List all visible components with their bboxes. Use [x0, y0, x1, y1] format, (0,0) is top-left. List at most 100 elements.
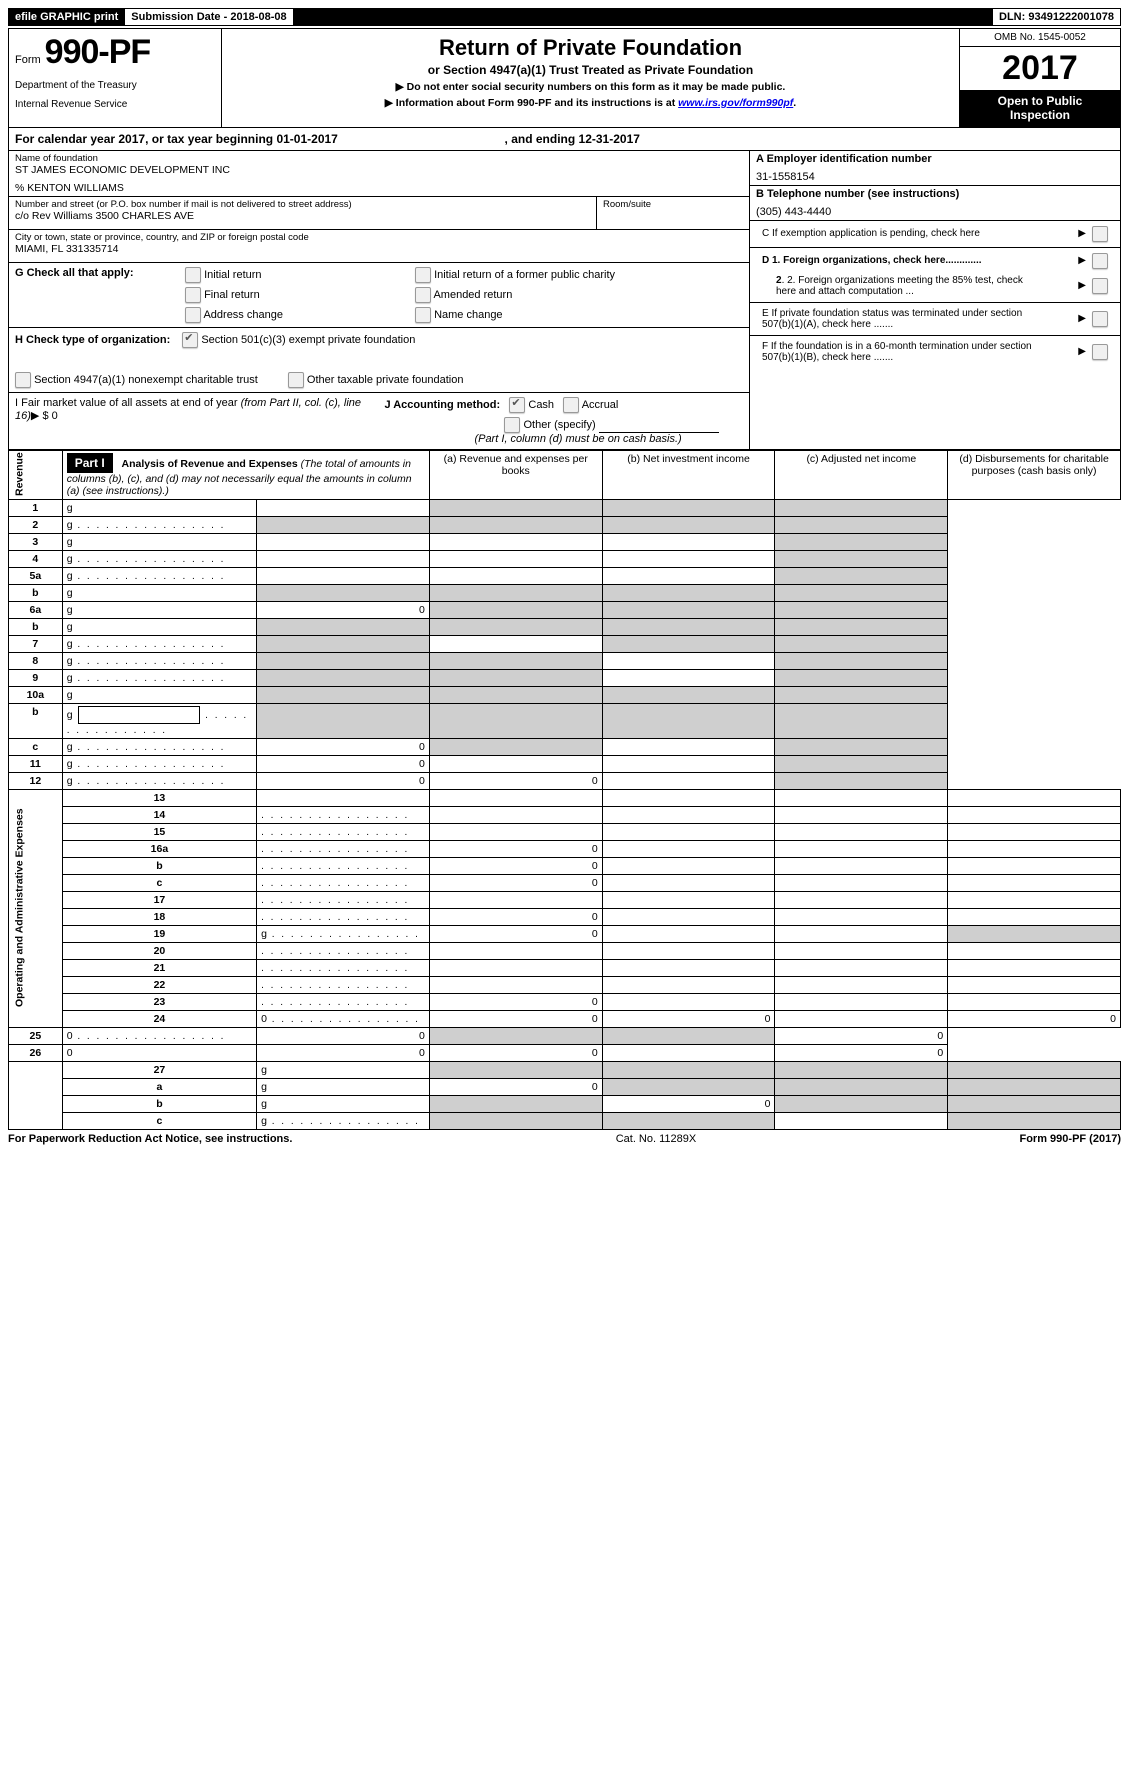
line-2-num: 2	[9, 516, 63, 533]
g-opt-final[interactable]: Final return	[185, 287, 385, 303]
g-opt-amended[interactable]: Amended return	[415, 287, 743, 303]
line-17-col-b	[602, 891, 775, 908]
g-opt-1-label: Initial return of a former public charit…	[434, 269, 615, 281]
g-opt-0-label: Initial return	[204, 269, 261, 281]
col-c-head: (c) Adjusted net income	[775, 450, 948, 499]
line-9-col-c	[602, 669, 775, 686]
line-27-col-a	[429, 1061, 602, 1078]
line-4-col-d	[775, 550, 948, 567]
c-checkbox[interactable]	[1092, 226, 1108, 242]
line-8-desc: g	[62, 652, 256, 669]
submission-label: Submission Date -	[131, 11, 230, 23]
line-16a-num: 16a	[62, 840, 256, 857]
side-spacer-27	[9, 1061, 63, 1129]
line-11-col-c	[602, 755, 775, 772]
cal-year-pre: For calendar year 2017, or tax year begi…	[15, 132, 276, 146]
h-opt-other[interactable]: Other taxable private foundation	[288, 372, 464, 388]
line-20-col-b	[602, 942, 775, 959]
line-b-col-b	[429, 703, 602, 738]
line-8-col-d	[775, 652, 948, 669]
line-12: 12g00	[9, 772, 1121, 789]
line-24: 240000	[9, 1010, 1121, 1027]
e-checkbox[interactable]	[1092, 311, 1108, 327]
top-bar: efile GRAPHIC print Submission Date - 20…	[8, 8, 1121, 26]
line-23-col-b	[602, 993, 775, 1010]
form-label: Form	[15, 54, 41, 66]
g-opt-address[interactable]: Address change	[185, 307, 385, 323]
j-opt-cash[interactable]: Cash	[509, 399, 554, 411]
line-b: bg0	[9, 1095, 1121, 1112]
d2-checkbox[interactable]	[1092, 278, 1108, 294]
d1-checkbox[interactable]	[1092, 253, 1108, 269]
line-9-num: 9	[9, 669, 63, 686]
g-opt-initial-former[interactable]: Initial return of a former public charit…	[415, 267, 743, 283]
form-header: Form 990-PF Department of the Treasury I…	[8, 28, 1121, 128]
f-checkbox[interactable]	[1092, 344, 1108, 360]
line-5a-col-c	[602, 567, 775, 584]
g-opt-name[interactable]: Name change	[415, 307, 743, 323]
line-b-col-d	[948, 1095, 1121, 1112]
j-opt-other[interactable]: Other (specify)	[384, 417, 743, 433]
line-b-num: b	[9, 584, 63, 601]
line-20-col-c	[775, 942, 948, 959]
footer-left: For Paperwork Reduction Act Notice, see …	[8, 1133, 292, 1145]
line-27-num: 27	[62, 1061, 256, 1078]
header-right: OMB No. 1545-0052 2017 Open to Public In…	[959, 29, 1120, 127]
g-opt-2-label: Final return	[204, 289, 260, 301]
line-19-col-a: 0	[429, 925, 602, 942]
line-a-col-d	[948, 1078, 1121, 1095]
page-footer: For Paperwork Reduction Act Notice, see …	[8, 1130, 1121, 1145]
line-19-num: 19	[62, 925, 256, 942]
line-b: bg	[9, 584, 1121, 601]
header-center: Return of Private Foundation or Section …	[222, 29, 959, 127]
dept-irs: Internal Revenue Service	[15, 99, 215, 110]
form-subtitle: or Section 4947(a)(1) Trust Treated as P…	[230, 63, 951, 77]
line-b-desc: g	[257, 1095, 430, 1112]
line-21-num: 21	[62, 959, 256, 976]
line-2-col-a	[257, 516, 430, 533]
line-16a: 16a 0	[9, 840, 1121, 857]
line-17: 17	[9, 891, 1121, 908]
h-opt-4947[interactable]: Section 4947(a)(1) nonexempt charitable …	[15, 372, 258, 388]
line-c-num: c	[62, 1112, 256, 1129]
h-opt-501c3[interactable]: Section 501(c)(3) exempt private foundat…	[182, 332, 415, 348]
line-9: 9g	[9, 669, 1121, 686]
line-23: 230	[9, 993, 1121, 1010]
line-4-col-c	[602, 550, 775, 567]
address-field: Number and street (or P.O. box number if…	[9, 196, 596, 229]
line-b-col-c	[775, 857, 948, 874]
line-5a-num: 5a	[9, 567, 63, 584]
line-24-col-a: 0	[429, 1010, 602, 1027]
line-b-desc: g	[62, 584, 256, 601]
line-18-desc	[257, 908, 430, 925]
line-6a-col-d	[775, 601, 948, 618]
line-12-col-a: 0	[257, 772, 430, 789]
form-title: Return of Private Foundation	[230, 35, 951, 61]
line-22-num: 22	[62, 976, 256, 993]
g-opt-initial[interactable]: Initial return	[185, 267, 385, 283]
line-b-col-a	[257, 584, 430, 601]
line-18-col-b	[602, 908, 775, 925]
line-22: 22	[9, 976, 1121, 993]
room-field: Room/suite	[596, 196, 749, 229]
line-16a-col-a: 0	[429, 840, 602, 857]
line-23-num: 23	[62, 993, 256, 1010]
form-instructions-link[interactable]: www.irs.gov/form990pf	[678, 97, 793, 109]
line-b-col-a	[257, 618, 430, 635]
line-c-col-a	[429, 1112, 602, 1129]
j-opt2-label: Accrual	[582, 399, 619, 411]
e-label: E If private foundation status was termi…	[762, 308, 1042, 330]
g-row: G Check all that apply: Initial return I…	[9, 262, 749, 327]
line-8-col-c	[602, 652, 775, 669]
city-value: MIAMI, FL 331335714	[15, 243, 743, 255]
address-value: c/o Rev Williams 3500 CHARLES AVE	[15, 210, 590, 222]
submission-date: 2018-08-08	[230, 11, 286, 23]
line-c: cg	[9, 1112, 1121, 1129]
line-17-col-a	[429, 891, 602, 908]
j-opt-accrual[interactable]: Accrual	[563, 399, 618, 411]
part1-title: Analysis of Revenue and Expenses	[121, 458, 297, 470]
form-note-1: ▶ Do not enter social security numbers o…	[230, 81, 951, 93]
line-a-col-a: 0	[429, 1078, 602, 1095]
entity-section: For calendar year 2017, or tax year begi…	[8, 128, 1121, 450]
line-16a-col-b	[602, 840, 775, 857]
